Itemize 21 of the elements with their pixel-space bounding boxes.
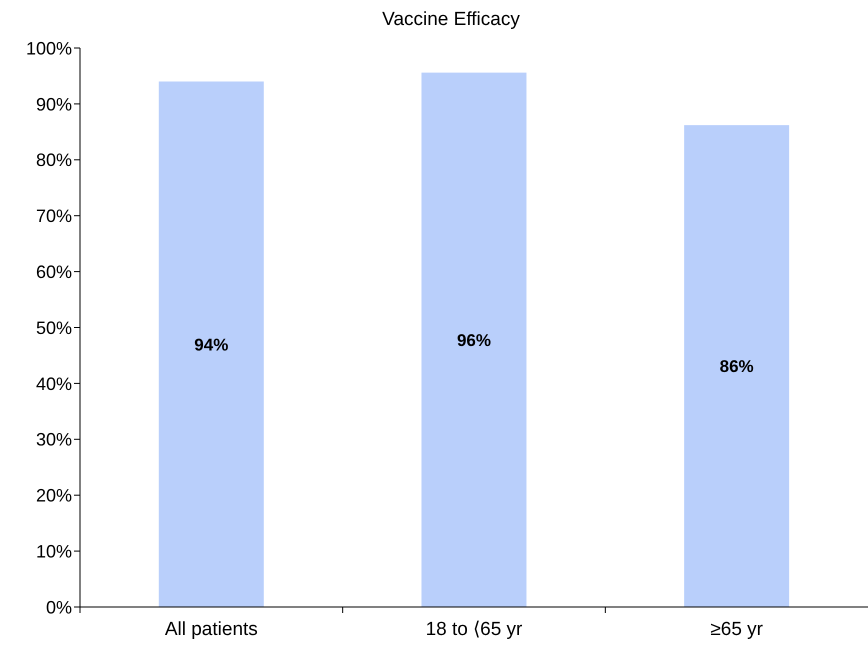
- y-tick-label: 10%: [36, 541, 72, 562]
- y-tick-label: 90%: [36, 94, 72, 114]
- bar: [421, 72, 526, 607]
- y-tick-label: 50%: [36, 318, 72, 338]
- data-label: 86%: [720, 357, 754, 376]
- y-tick-label: 30%: [36, 430, 72, 450]
- x-tick-label: All patients: [164, 619, 258, 640]
- data-label: 94%: [194, 335, 228, 354]
- x-tick-label: ≥65 yr: [710, 619, 764, 640]
- y-tick-label: 80%: [36, 150, 72, 170]
- y-tick-label: 0%: [46, 597, 72, 618]
- y-tick-label: 70%: [36, 206, 72, 226]
- y-tick-label: 60%: [36, 262, 72, 282]
- data-label: 96%: [456, 330, 491, 350]
- bar: [684, 125, 790, 607]
- bar: [158, 82, 264, 607]
- chart-title: Vaccine Efficacy: [382, 9, 520, 31]
- y-tick-label: 20%: [36, 486, 72, 506]
- y-tick-label: 40%: [36, 374, 72, 394]
- y-tick-label: 100%: [26, 38, 72, 58]
- x-tick-label: 18 to ⟨65 yr: [426, 619, 524, 640]
